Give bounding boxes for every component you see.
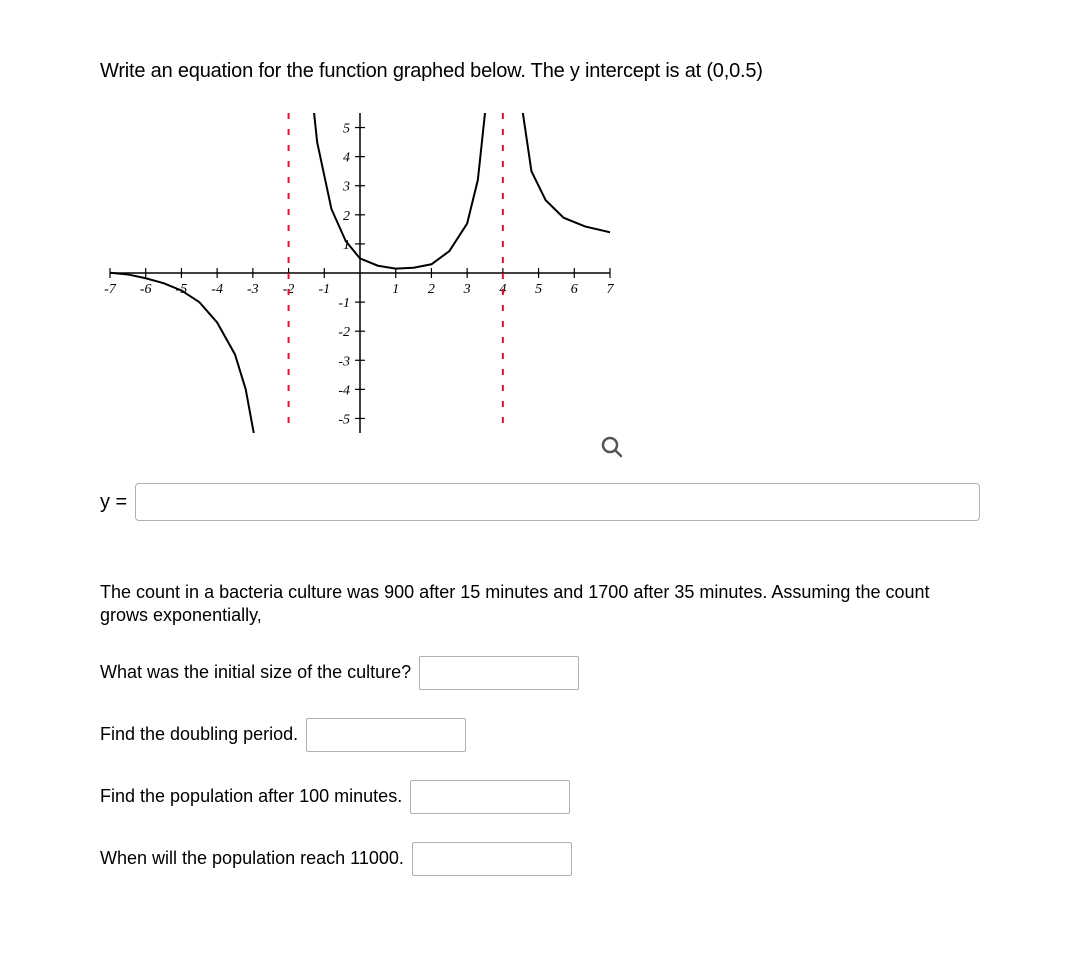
svg-text:5: 5 xyxy=(535,282,542,297)
q2-initial-size-input[interactable] xyxy=(419,656,579,690)
svg-text:-3: -3 xyxy=(247,282,259,297)
svg-text:1: 1 xyxy=(392,282,399,297)
svg-text:2: 2 xyxy=(343,209,350,224)
svg-text:3: 3 xyxy=(342,180,350,195)
svg-text:-4: -4 xyxy=(338,383,350,398)
function-graph: -7-6-5-4-3-2-1123456754321-1-2-3-4-5 xyxy=(100,103,620,443)
svg-text:7: 7 xyxy=(607,282,615,297)
svg-text:6: 6 xyxy=(571,282,578,297)
q2-doubling-period-input[interactable] xyxy=(306,718,466,752)
q2-population-11000-input[interactable] xyxy=(412,842,572,876)
svg-text:-6: -6 xyxy=(140,282,152,297)
q2-initial-size-label: What was the initial size of the culture… xyxy=(100,661,411,684)
q2-population-11000-label: When will the population reach 11000. xyxy=(100,847,404,870)
q2-doubling-period-label: Find the doubling period. xyxy=(100,723,298,746)
svg-text:-2: -2 xyxy=(338,325,350,340)
svg-text:3: 3 xyxy=(463,282,471,297)
question1-prompt: Write an equation for the function graph… xyxy=(100,60,980,83)
svg-text:-3: -3 xyxy=(338,354,350,369)
svg-text:4: 4 xyxy=(343,151,350,166)
svg-text:-1: -1 xyxy=(338,296,350,311)
svg-text:-5: -5 xyxy=(338,412,350,427)
q2-population-100-label: Find the population after 100 minutes. xyxy=(100,785,402,808)
question2-block: The count in a bacteria culture was 900 … xyxy=(100,581,980,876)
y-equals-label: y = xyxy=(100,491,127,514)
svg-text:-7: -7 xyxy=(104,282,117,297)
q2-population-100-input[interactable] xyxy=(410,780,570,814)
svg-text:-1: -1 xyxy=(318,282,330,297)
question2-intro: The count in a bacteria culture was 900 … xyxy=(100,581,980,628)
svg-text:5: 5 xyxy=(343,122,350,137)
svg-text:2: 2 xyxy=(428,282,435,297)
svg-text:-4: -4 xyxy=(211,282,223,297)
equation-input[interactable] xyxy=(135,483,980,521)
